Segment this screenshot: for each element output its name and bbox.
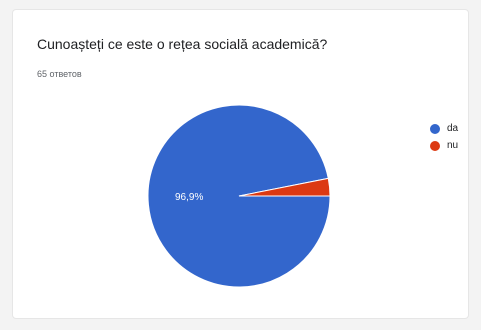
pie-slice-nu[interactable] [238,177,331,197]
legend-item-nu[interactable]: nu [430,137,458,154]
chart-legend: da nu [430,120,458,154]
legend-swatch-nu [430,140,440,151]
response-count: 65 ответов [37,69,82,79]
legend-label-da: da [447,123,459,134]
pie-chart: 96,9% [147,104,331,288]
question-title: Cunoașteți ce este o rețea socială acade… [37,36,328,52]
pie-slices [147,104,331,288]
legend-label-nu: nu [447,140,459,151]
legend-swatch-da [430,123,440,134]
chart-card: Cunoașteți ce este o rețea socială acade… [12,9,469,319]
pie-labels: 96,9% [175,192,203,203]
pie-label-da: 96,9% [175,192,203,203]
legend-item-da[interactable]: da [430,120,458,137]
